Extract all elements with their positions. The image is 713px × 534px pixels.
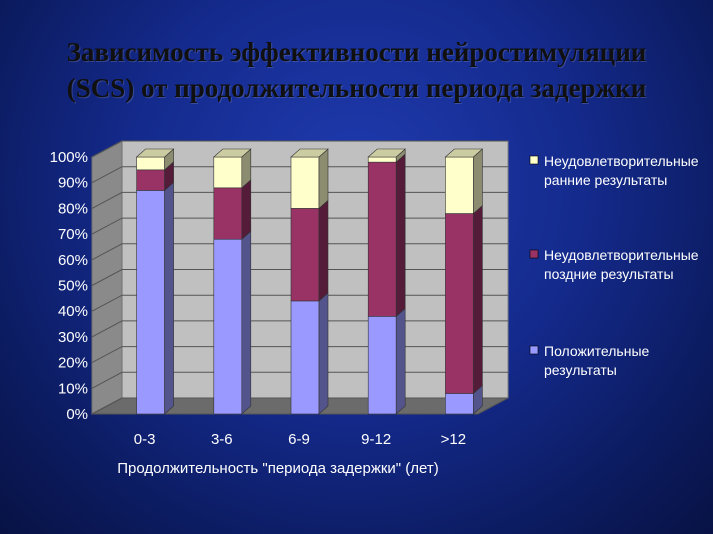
bar-segment-front (136, 169, 165, 191)
bar-segment (135, 148, 175, 171)
legend-swatch (529, 155, 539, 165)
bar-segment-front (213, 238, 243, 415)
y-tick-label: 60% (58, 252, 88, 269)
bar-segment (444, 148, 484, 215)
x-tick-label: 9-12 (361, 431, 391, 448)
bar-segment-side (318, 199, 329, 302)
bar-segment (213, 230, 252, 415)
bar-segment-front (290, 300, 320, 415)
legend-item: Неудовлетворительные ранние результаты (529, 153, 699, 188)
y-tick-label: 70% (58, 226, 88, 243)
bar-segment-front (213, 156, 243, 189)
bar-segment-front (367, 156, 397, 163)
legend-label-line-1: Положительные (544, 343, 650, 359)
y-tick-label: 50% (58, 278, 88, 295)
x-axis-label: Продолжительность "периода задержки" (ле… (117, 460, 439, 477)
y-tick-label: 30% (58, 329, 88, 346)
bar-segment-top (367, 148, 406, 158)
x-tick-label: 6-9 (288, 431, 310, 448)
legend-label-line-1: Неудовлетворительные (544, 153, 699, 169)
bar-segment-side (241, 230, 252, 415)
bar-segment (290, 292, 329, 415)
bar-segment (367, 307, 406, 415)
chart-title: Зависимость эффективности нейростимуляци… (0, 34, 713, 106)
bar-segment (290, 148, 329, 210)
bar-segment-side (318, 148, 329, 210)
y-axis-ticks: 0% 10% 20% 30% 40% 50% 60% 70% 80% 90% 100% (50, 149, 88, 423)
x-tick-label: >12 (441, 431, 466, 448)
x-tick-label: 3-6 (211, 431, 233, 448)
bar-segment-top (290, 148, 329, 158)
bar-segment-side (395, 307, 406, 415)
legend-swatch (529, 249, 539, 259)
bar-segment-side (318, 292, 329, 415)
chart-title-line-2: (SCS) от продолжительности периода задер… (66, 73, 647, 103)
bar-segment-side (241, 179, 252, 240)
y-tick-label: 40% (58, 303, 88, 320)
bar-segment (290, 199, 329, 302)
bar-segment (367, 148, 406, 163)
legend-label-line-2: ранние результаты (544, 172, 667, 188)
bar-segment-front (445, 156, 474, 214)
bar-segment (213, 148, 252, 189)
y-tick-label: 80% (58, 200, 88, 217)
legend-label-line-2: результаты (544, 362, 617, 378)
chart-bars (135, 148, 484, 415)
chart-title-line-1: Зависимость эффективности нейростимуляци… (66, 37, 647, 67)
bar-segment-front (136, 156, 165, 171)
legend-item: Положительные результаты (529, 343, 650, 378)
bar-segment-top (444, 148, 484, 158)
bar-segment-front (445, 393, 474, 415)
bar-segment-front (290, 156, 320, 209)
bar-segment-front (445, 213, 474, 394)
bar-segment-side (395, 153, 406, 318)
bar-segment-top (213, 148, 252, 158)
bar-segment (445, 204, 483, 395)
y-tick-label: 20% (58, 355, 88, 372)
bar-segment-front (136, 190, 165, 415)
y-tick-label: 0% (66, 406, 88, 423)
x-axis-ticks: 0-3 3-6 6-9 9-12 >12 (134, 431, 466, 448)
bar-segment (136, 181, 174, 415)
y-tick-label: 100% (50, 149, 88, 166)
bar-segment-side (164, 181, 174, 415)
bar-segment (136, 161, 174, 192)
x-tick-label: 0-3 (134, 431, 156, 448)
bar-segment-side (473, 204, 483, 395)
legend-label-line-1: Неудовлетворительные (544, 247, 699, 263)
bar-segment (445, 384, 483, 415)
legend-label-line-2: поздние результаты (544, 266, 674, 282)
legend-swatch (529, 345, 539, 355)
bar-segment (213, 179, 252, 240)
gridline (91, 140, 508, 158)
bar-segment-front (290, 208, 320, 302)
bar-segment-side (473, 148, 483, 215)
bar-segment-front (367, 161, 397, 317)
bar-segment-front (367, 316, 397, 415)
bar-segment (367, 153, 406, 318)
bar-segment-front (213, 187, 243, 240)
y-tick-label: 10% (58, 380, 88, 397)
y-tick-label: 90% (58, 175, 88, 192)
bar-segment-top (135, 148, 175, 158)
legend-item: Неудовлетворительные поздние результаты (529, 247, 699, 282)
